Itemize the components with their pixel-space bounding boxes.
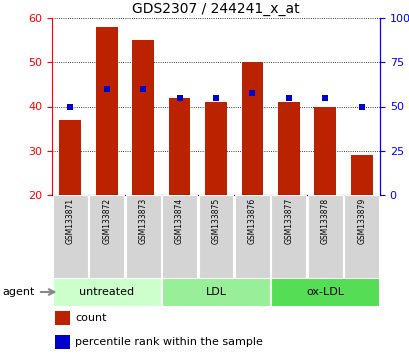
- Text: LDL: LDL: [205, 287, 226, 297]
- Point: [139, 86, 146, 92]
- Bar: [234, 195, 269, 278]
- Text: agent: agent: [2, 287, 34, 297]
- Text: GDS2307 / 244241_x_at: GDS2307 / 244241_x_at: [132, 2, 299, 16]
- Point: [285, 95, 292, 101]
- Bar: [53, 195, 88, 278]
- Text: percentile rank within the sample: percentile rank within the sample: [75, 337, 262, 347]
- Bar: [55, 311, 70, 325]
- Bar: [162, 278, 269, 306]
- Bar: [277, 102, 299, 195]
- Bar: [53, 278, 160, 306]
- Bar: [132, 40, 154, 195]
- Point: [249, 90, 255, 96]
- Text: GSM133875: GSM133875: [211, 198, 220, 244]
- Bar: [125, 195, 160, 278]
- Bar: [344, 195, 378, 278]
- Text: GSM133877: GSM133877: [284, 198, 293, 244]
- Text: GSM133878: GSM133878: [320, 198, 329, 244]
- Text: GSM133872: GSM133872: [102, 198, 111, 244]
- Text: untreated: untreated: [79, 287, 134, 297]
- Bar: [55, 335, 70, 349]
- Bar: [241, 62, 263, 195]
- Bar: [95, 27, 117, 195]
- Point: [321, 95, 328, 101]
- Text: count: count: [75, 313, 106, 323]
- Bar: [198, 195, 233, 278]
- Point: [357, 104, 364, 109]
- Point: [103, 86, 110, 92]
- Text: GSM133871: GSM133871: [65, 198, 74, 244]
- Text: GSM133879: GSM133879: [356, 198, 365, 244]
- Bar: [204, 102, 226, 195]
- Bar: [350, 155, 372, 195]
- Bar: [162, 195, 197, 278]
- Bar: [307, 195, 342, 278]
- Bar: [168, 98, 190, 195]
- Text: GSM133873: GSM133873: [138, 198, 147, 244]
- Point: [212, 95, 219, 101]
- Bar: [314, 107, 335, 195]
- Bar: [271, 195, 306, 278]
- Bar: [89, 195, 124, 278]
- Bar: [59, 120, 81, 195]
- Point: [67, 104, 73, 109]
- Text: GSM133876: GSM133876: [247, 198, 256, 244]
- Bar: [271, 278, 378, 306]
- Text: GSM133874: GSM133874: [175, 198, 184, 244]
- Point: [176, 95, 182, 101]
- Text: ox-LDL: ox-LDL: [306, 287, 344, 297]
